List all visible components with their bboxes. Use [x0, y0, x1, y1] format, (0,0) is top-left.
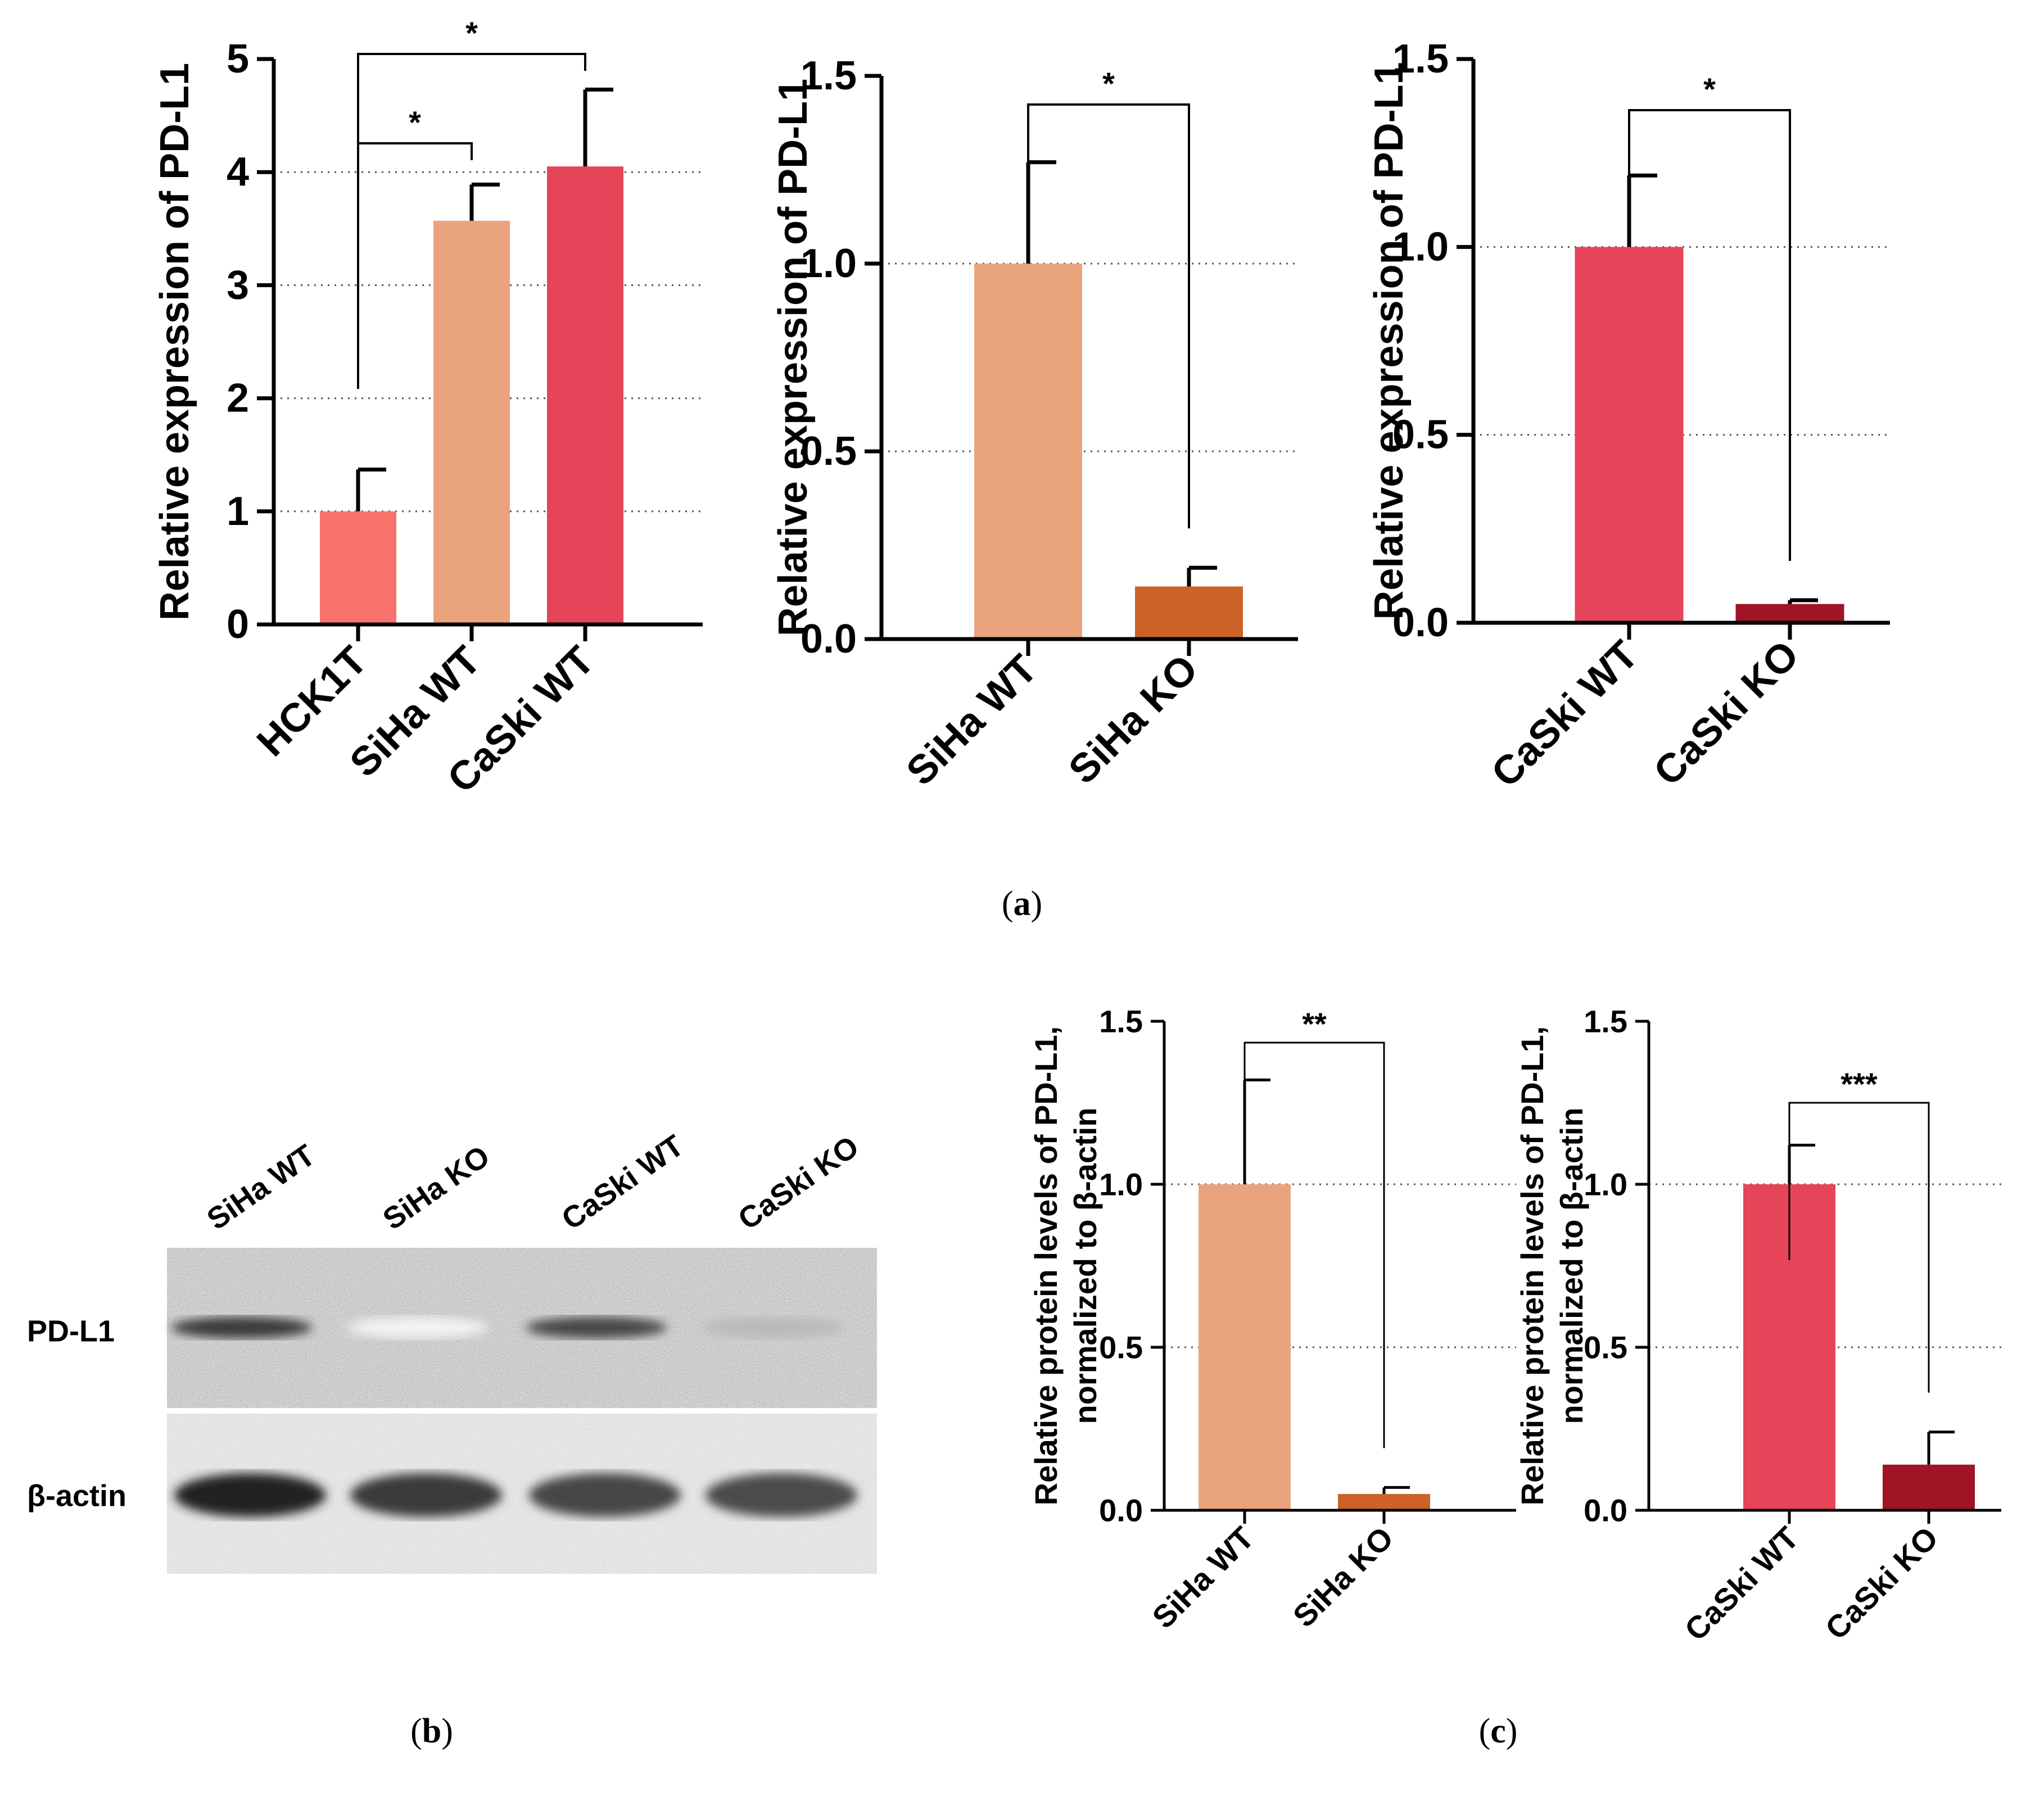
x-category-label: SiHa KO [1286, 1520, 1400, 1634]
y-tick-label: 1 [227, 489, 249, 534]
bar-caski-ko [1883, 1464, 1975, 1510]
blot-row-label: β-actin [27, 1479, 126, 1513]
significance-bracket [1788, 1102, 1930, 1393]
western-blot: SiHa WT SiHa KO CaSki WT CaSki KO PD-L1 β-ac… [27, 1129, 877, 1574]
x-category-label: SiHa WT [898, 646, 1046, 794]
y-tick-label: 0.0 [1584, 1493, 1627, 1528]
blot-lane-label: SiHa KO [377, 1139, 495, 1237]
blot-lane-label: CaSki WT [555, 1129, 689, 1237]
y-tick-label: 1.5 [1099, 1004, 1143, 1039]
y-axis-label: Relative expression of PD-L1 [1367, 62, 1412, 619]
panel-label-c: (c) [1479, 1712, 1518, 1750]
y-tick-label: 1.5 [801, 53, 857, 98]
significance-bracket [1243, 1042, 1385, 1448]
significance-bracket [1628, 109, 1791, 561]
y-axis-label: Relative expression of PD-L1 [771, 79, 816, 636]
y-tick-label: 2 [227, 376, 249, 421]
y-tick-label: 0.5 [1392, 413, 1449, 458]
y-tick-label: 4 [227, 150, 249, 194]
bar-siha-wt [433, 220, 510, 624]
blot-band [703, 1317, 843, 1338]
blot-band [174, 1473, 326, 1517]
x-category-label: CaSki KO [1818, 1520, 1944, 1646]
blot-band [529, 1473, 681, 1517]
bar-siha-wt [1199, 1184, 1291, 1510]
significance-bracket [357, 53, 586, 389]
x-category-label: SiHa WT [1145, 1520, 1260, 1635]
y-axis-label-line: normalized to β-actin [1554, 1107, 1589, 1424]
blot-row-label: PD-L1 [27, 1314, 115, 1348]
blot-lane-label: CaSki KO [732, 1130, 865, 1237]
y-tick-label: 1.0 [801, 241, 857, 286]
bar-siha-wt [974, 264, 1082, 639]
y-tick-label: 0.0 [1392, 600, 1449, 645]
x-category-label: CaSki KO [1645, 632, 1808, 795]
blot-lane-label: SiHa WT [201, 1138, 321, 1237]
significance-bracket [1027, 103, 1190, 529]
y-tick-label: 1.0 [1099, 1167, 1143, 1202]
y-tick-label: 1.0 [1392, 224, 1449, 269]
blot-lane-labels: SiHa WT SiHa KO CaSki WT CaSki KO [201, 1129, 865, 1237]
panel-label-b: (b) [410, 1712, 453, 1750]
chart-c1-siha-protein: 0.0 0.5 1.0 1.5 SiHa WT SiHa KO Relative prote… [1028, 1004, 1516, 1635]
y-tick-label: 1.5 [1584, 1004, 1627, 1039]
blot-band [706, 1473, 857, 1517]
blot-band [171, 1317, 312, 1338]
chart-c2-caski-protein: 0.0 0.5 1.0 1.5 CaSki WT CaSki KO Relative pro… [1514, 1004, 2001, 1647]
y-tick-label: 0.5 [801, 429, 857, 474]
y-tick-label: 0.0 [801, 617, 857, 662]
bar-hck1t [320, 511, 396, 624]
y-tick-label: 0.0 [1099, 1493, 1143, 1528]
y-axis-label-line: normalized to β-actin [1068, 1107, 1103, 1424]
y-tick-label: 1.0 [1584, 1167, 1627, 1202]
significance-label: *** [1840, 1066, 1878, 1102]
y-axis-label-line: Relative protein levels of PD-L1, [1514, 1026, 1550, 1506]
blot-band [526, 1317, 667, 1338]
bar-siha-ko [1135, 586, 1243, 639]
blot-bands [171, 1317, 857, 1517]
y-tick-label: 0.5 [1584, 1330, 1627, 1365]
x-category-label: SiHa KO [1060, 646, 1206, 793]
significance-label: ** [1302, 1006, 1327, 1042]
blot-band [350, 1473, 502, 1517]
bar-caski-ko [1735, 604, 1844, 623]
x-category-label: CaSki WT [1483, 632, 1647, 796]
blot-band [347, 1317, 488, 1338]
significance-label: * [465, 15, 478, 51]
x-category-label: CaSki WT [1677, 1520, 1805, 1647]
y-tick-label: 5 [227, 37, 249, 82]
panel-label-a: (a) [1002, 885, 1042, 923]
y-tick-label: 0 [227, 602, 249, 647]
bar-caski-wt [1575, 247, 1684, 623]
y-tick-label: 3 [227, 262, 249, 307]
y-tick-label: 0.5 [1099, 1330, 1143, 1365]
chart-a2-siha-wt-ko: 0.0 0.5 1.0 1.5 SiHa WT SiHa KO Relative expre… [771, 53, 1298, 794]
y-tick-label: 1.5 [1392, 37, 1449, 82]
significance-label: * [1703, 71, 1716, 107]
significance-label: * [1102, 66, 1115, 101]
blot-row-labels: PD-L1 β-actin [27, 1314, 126, 1513]
y-axis-label-line: Relative protein levels of PD-L1, [1028, 1026, 1064, 1506]
y-axis-label: Relative expression of PD-L1 [152, 63, 197, 621]
significance-label: * [409, 105, 421, 140]
bar-caski-wt [547, 166, 623, 624]
bar-siha-ko [1338, 1494, 1430, 1510]
